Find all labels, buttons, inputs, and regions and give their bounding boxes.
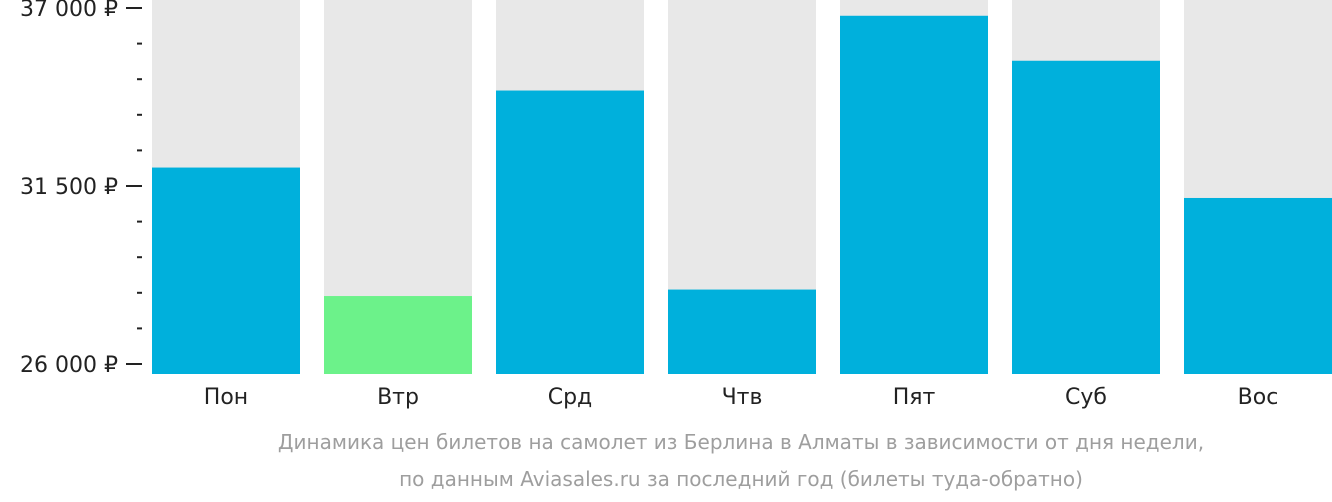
x-axis: Пон Втр Срд Чтв Пят Суб Вос (204, 385, 1279, 410)
bar-2 (324, 296, 472, 374)
bar-6 (1012, 60, 1160, 375)
x-tick-label-6: Суб (1065, 385, 1107, 410)
y-tick-label-2: 31 500 ₽ (20, 175, 118, 200)
x-tick-label-5: Пят (893, 385, 936, 410)
y-tick-label-1: 37 000 ₽ (20, 0, 118, 22)
y-axis: 37 000 ₽ 31 500 ₽ 26 000 ₽ (20, 0, 142, 378)
x-tick-label-4: Чтв (722, 385, 763, 410)
x-tick-label-7: Вос (1238, 385, 1279, 410)
chart-caption-line-1: Динамика цен билетов на самолет из Берли… (277, 430, 1205, 454)
x-tick-label-1: Пон (204, 385, 248, 410)
x-tick-label-3: Срд (548, 385, 593, 410)
y-tick-label-3: 26 000 ₽ (20, 353, 118, 378)
bar-1 (152, 167, 300, 374)
bars-group (152, 0, 1332, 375)
bar-3 (496, 90, 644, 374)
chart-caption-line-2: по данным Aviasales.ru за последний год … (399, 467, 1083, 491)
bar-5 (840, 15, 988, 374)
bar-7 (1184, 197, 1332, 374)
x-tick-label-2: Втр (377, 385, 419, 410)
bar-4 (668, 289, 816, 374)
